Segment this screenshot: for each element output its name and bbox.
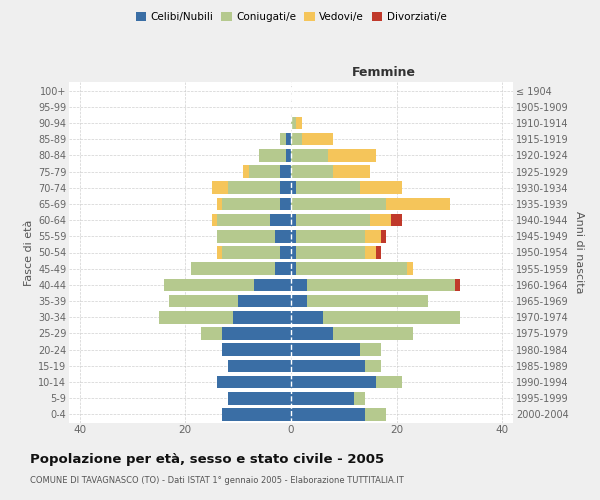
Bar [355, 392, 365, 404]
Bar [365, 246, 376, 259]
Bar [212, 214, 217, 226]
Bar [191, 262, 275, 275]
Y-axis label: Anni di nascita: Anni di nascita [574, 211, 584, 294]
Bar [217, 198, 222, 210]
Bar [222, 246, 280, 259]
Bar [291, 344, 360, 356]
Bar [296, 116, 302, 130]
Bar [291, 311, 323, 324]
Bar [222, 408, 291, 420]
Bar [275, 262, 291, 275]
Bar [222, 327, 291, 340]
Bar [296, 214, 370, 226]
Bar [249, 165, 280, 178]
Bar [291, 262, 296, 275]
Y-axis label: Fasce di età: Fasce di età [23, 220, 34, 286]
Bar [323, 311, 460, 324]
Bar [201, 327, 222, 340]
Bar [291, 360, 365, 372]
Bar [227, 392, 291, 404]
Bar [291, 214, 296, 226]
Text: Popolazione per età, sesso e stato civile - 2005: Popolazione per età, sesso e stato civil… [30, 452, 384, 466]
Bar [407, 262, 413, 275]
Bar [365, 360, 381, 372]
Bar [217, 376, 291, 388]
Bar [296, 262, 407, 275]
Bar [333, 327, 413, 340]
Text: COMUNE DI TAVAGNASCO (TO) - Dati ISTAT 1° gennaio 2005 - Elaborazione TUTTITALIA: COMUNE DI TAVAGNASCO (TO) - Dati ISTAT 1… [30, 476, 404, 485]
Bar [291, 278, 307, 291]
Bar [360, 344, 381, 356]
Bar [291, 376, 376, 388]
Bar [291, 392, 355, 404]
Text: Femmine: Femmine [352, 66, 416, 79]
Bar [169, 295, 238, 308]
Bar [280, 165, 291, 178]
Bar [280, 133, 286, 145]
Bar [280, 246, 291, 259]
Bar [296, 230, 365, 242]
Bar [233, 311, 291, 324]
Bar [391, 214, 402, 226]
Bar [291, 198, 386, 210]
Bar [302, 133, 333, 145]
Legend: Celibi/Nubili, Coniugati/e, Vedovi/e, Divorziati/e: Celibi/Nubili, Coniugati/e, Vedovi/e, Di… [131, 8, 451, 26]
Bar [212, 182, 227, 194]
Bar [291, 246, 296, 259]
Bar [227, 360, 291, 372]
Bar [333, 165, 370, 178]
Bar [291, 327, 333, 340]
Bar [296, 182, 360, 194]
Bar [222, 344, 291, 356]
Bar [222, 198, 280, 210]
Bar [217, 230, 275, 242]
Bar [291, 182, 296, 194]
Bar [270, 214, 291, 226]
Bar [164, 278, 254, 291]
Bar [370, 214, 391, 226]
Bar [291, 230, 296, 242]
Bar [291, 165, 333, 178]
Bar [238, 295, 291, 308]
Bar [286, 149, 291, 162]
Bar [244, 165, 249, 178]
Bar [254, 278, 291, 291]
Bar [227, 182, 280, 194]
Bar [360, 182, 402, 194]
Bar [217, 246, 222, 259]
Bar [376, 376, 402, 388]
Bar [259, 149, 286, 162]
Bar [291, 116, 296, 130]
Bar [296, 246, 365, 259]
Bar [365, 230, 381, 242]
Bar [455, 278, 460, 291]
Bar [381, 230, 386, 242]
Bar [386, 198, 449, 210]
Bar [376, 246, 381, 259]
Bar [217, 214, 270, 226]
Bar [159, 311, 233, 324]
Bar [365, 408, 386, 420]
Bar [307, 278, 455, 291]
Bar [291, 295, 307, 308]
Bar [280, 182, 291, 194]
Bar [328, 149, 376, 162]
Bar [291, 133, 302, 145]
Bar [275, 230, 291, 242]
Bar [291, 408, 365, 420]
Bar [291, 149, 328, 162]
Bar [286, 133, 291, 145]
Bar [307, 295, 428, 308]
Bar [280, 198, 291, 210]
